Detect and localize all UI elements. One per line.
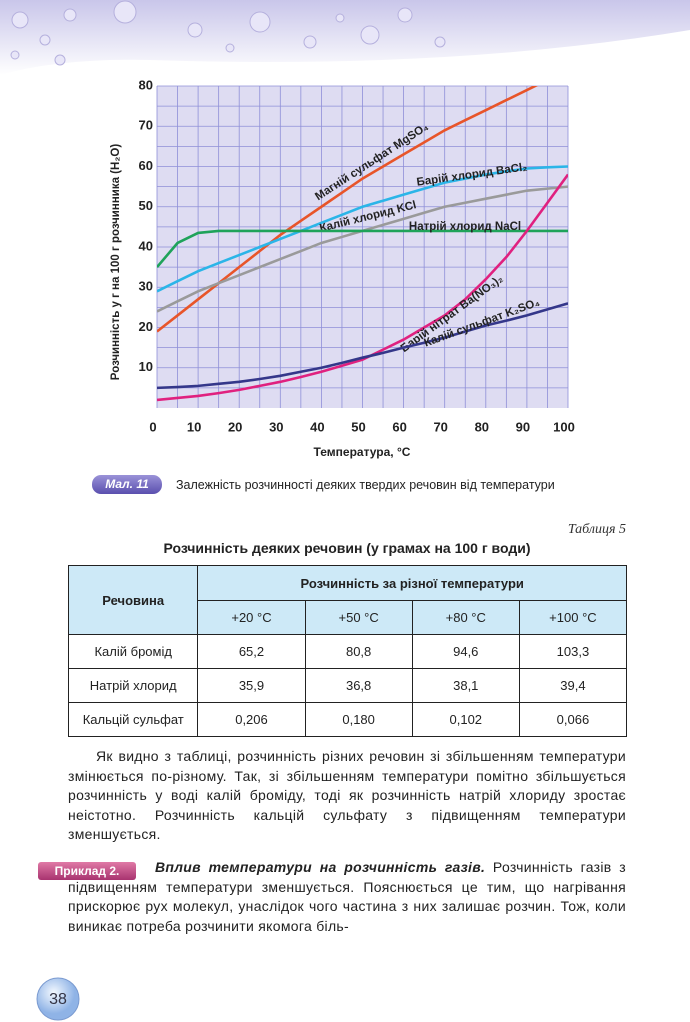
y-tick-label: 60 (139, 158, 153, 173)
x-tick-label: 0 (149, 419, 156, 434)
table-cell: 36,8 (304, 668, 413, 703)
example-badge: Приклад 2. (38, 862, 136, 880)
x-tick-label: 80 (475, 419, 489, 434)
series-line (157, 302, 568, 390)
y-tick-label: 50 (139, 198, 153, 213)
table-cell: 0,206 (197, 702, 306, 737)
table-title: Розчинність деяких речовин (у грамах на … (163, 540, 531, 556)
series-line (157, 86, 539, 333)
x-tick-label: 10 (187, 419, 201, 434)
table-cell: Натрій хлорид (67, 668, 199, 703)
x-tick-label: 30 (269, 419, 283, 434)
x-tick-label: 70 (433, 419, 447, 434)
table-cell: 38,1 (411, 668, 520, 703)
page-number-badge: 38 (36, 977, 80, 1021)
x-tick-label: 90 (516, 419, 530, 434)
series-line (157, 165, 568, 293)
x-tick-label: 100 (553, 419, 575, 434)
header-cell: Речовина (67, 565, 199, 635)
x-tick-label: 60 (392, 419, 406, 434)
table-number: Таблиця 5 (567, 522, 626, 537)
table-cell: 80,8 (304, 634, 413, 669)
x-tick-label: 40 (310, 419, 324, 434)
table-row: Калій бромід 65,2 80,8 94,6 103,3 (67, 634, 628, 669)
table: Речовина Розчинність за різної температур… (67, 565, 628, 737)
x-tick-label: 50 (351, 419, 365, 434)
paragraph: Як видно з таблиці, розчинність різних р… (68, 748, 626, 842)
figure-badge: Мал. 11 (92, 475, 162, 494)
y-axis-label: Розчинність у г на 100 г розчинника (H₂O… (110, 144, 122, 381)
header-decoration (0, 0, 690, 75)
x-axis-label: Температура, °С (314, 445, 411, 459)
table-cell: 0,066 (518, 702, 628, 737)
header-cell: +50 °С (304, 600, 413, 635)
series-label: Натрій хлорид NaCl (409, 221, 521, 233)
table-cell: 94,6 (411, 634, 520, 669)
table-cell: 0,102 (411, 702, 520, 737)
header-cell: +20 °С (197, 600, 306, 635)
header-cell: Розчинність за різної температури (197, 565, 627, 601)
example-text: Вплив температури на розчинність газів. … (68, 858, 626, 936)
y-tick-label: 70 (139, 118, 153, 133)
page-number: 38 (49, 991, 67, 1008)
x-tick-label: 20 (228, 419, 242, 434)
figure-caption: Залежність розчинності деяких твердих ре… (176, 478, 555, 492)
table-cell: 103,3 (518, 634, 628, 669)
chart: Розчинність у г на 100 г розчинника (H₂O… (110, 77, 575, 459)
example-heading: Вплив температури на розчинність газів. (155, 859, 486, 875)
table-cell: 39,4 (518, 668, 628, 703)
y-tick-label: 80 (139, 77, 153, 92)
table-row: Кальцій сульфат 0,206 0,180 0,102 0,066 (67, 702, 628, 737)
y-tick-label: 40 (139, 238, 153, 253)
y-tick-label: 10 (139, 359, 153, 374)
table-cell: 0,180 (304, 702, 413, 737)
example-body: Розчинність газів з підвищенням температ… (68, 859, 626, 934)
y-tick-label: 20 (139, 319, 153, 334)
table-cell: Кальцій сульфат (67, 702, 199, 737)
series-line (157, 229, 568, 268)
table-cell: 35,9 (197, 668, 306, 703)
y-tick-label: 30 (139, 279, 153, 294)
table-cell: 65,2 (197, 634, 306, 669)
table-row: Натрій хлорид 35,9 36,8 38,1 39,4 (67, 668, 628, 703)
header-cell: +100 °С (518, 600, 628, 635)
table-cell: Калій бромід (67, 634, 199, 669)
series-line (157, 173, 568, 402)
header-cell: +80 °С (411, 600, 520, 635)
